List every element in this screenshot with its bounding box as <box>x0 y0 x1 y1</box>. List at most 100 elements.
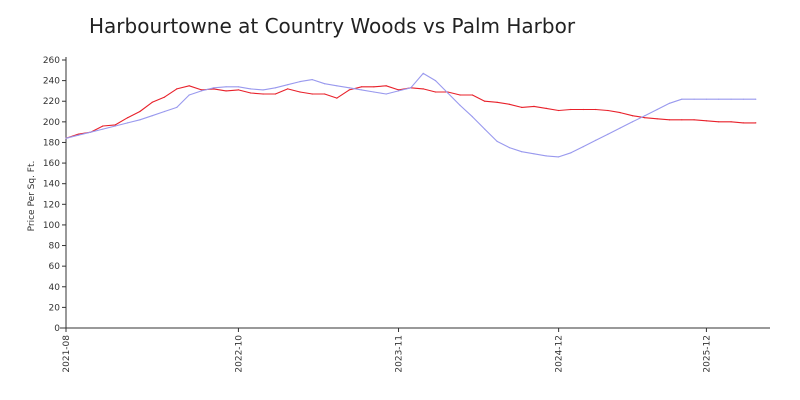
series-2-point <box>311 79 313 81</box>
y-axis: 0 20 40 60 80 100 120 140 160 180 200 220 240 260 <box>43 56 67 334</box>
y-tick-label: 260 <box>43 56 60 66</box>
y-tick-label: 160 <box>43 159 60 169</box>
series-1-point <box>176 88 178 90</box>
series-1-point <box>336 97 338 99</box>
series-layer <box>65 72 757 158</box>
series-1-point <box>77 133 79 135</box>
series-2-point <box>324 83 326 85</box>
series-1-point <box>397 89 400 91</box>
series-2-point <box>361 89 363 91</box>
series-1-point <box>718 121 720 123</box>
series-2-point <box>533 153 535 155</box>
series-1-point <box>102 125 104 127</box>
series-2-point <box>237 86 239 88</box>
series-2-point <box>65 137 67 139</box>
series-1-point <box>127 117 129 119</box>
series-2-point <box>250 88 252 90</box>
series-1-point <box>311 93 313 95</box>
y-tick-label: 80 <box>49 242 61 252</box>
series-1-point <box>188 85 190 87</box>
y-tick-label: 40 <box>49 283 61 293</box>
series-1-point <box>274 93 276 95</box>
series-2-point <box>755 98 757 100</box>
series-2-point <box>102 128 104 130</box>
series-2-point <box>718 98 720 100</box>
series-2-point <box>385 93 387 95</box>
series-2-point <box>582 146 584 148</box>
series-2-point <box>336 85 338 87</box>
series-1-point <box>385 85 387 87</box>
series-2-point <box>225 86 227 88</box>
y-tick-label: 20 <box>49 303 61 313</box>
series-1-point <box>607 109 609 112</box>
series-2-point <box>545 155 547 157</box>
series-2-point <box>656 108 658 111</box>
series-1-point <box>348 89 350 91</box>
series-1-point <box>755 122 757 124</box>
series-2-point <box>742 98 745 100</box>
series-2-point <box>570 152 572 154</box>
series-2-point <box>558 156 560 158</box>
series-2-point <box>508 147 510 149</box>
series-2-point <box>213 87 215 89</box>
series-2-point <box>163 110 166 113</box>
series-1-point <box>668 119 671 121</box>
series-1-point <box>225 90 227 92</box>
y-tick-label: 140 <box>43 180 60 190</box>
series-1-point <box>324 93 326 95</box>
series-1-point <box>644 117 646 119</box>
series-2-point <box>619 127 621 129</box>
series-2-point <box>200 90 203 92</box>
series-1-point <box>114 124 116 126</box>
series-1-point <box>361 86 363 88</box>
series-1-point <box>595 108 597 111</box>
series-2-point <box>496 140 498 142</box>
series-1-point <box>705 120 708 122</box>
x-axis: 2021-08 2022-10 2023-11 2024-12 2025-12 <box>60 327 770 373</box>
series-1-point <box>299 91 301 93</box>
series-2-point <box>77 134 79 136</box>
y-tick-label: 220 <box>43 97 60 107</box>
x-tick-label: 2022-10 <box>234 335 244 373</box>
series-1-point <box>484 100 486 102</box>
series-1-point <box>373 86 375 88</box>
series-1-point <box>459 94 461 96</box>
x-tick-label: 2023-11 <box>395 335 405 373</box>
series-1-point <box>250 92 252 94</box>
series-2-point <box>410 87 412 89</box>
series-1-point <box>287 88 289 90</box>
series-2-point <box>262 89 264 91</box>
y-tick-label: 100 <box>43 221 60 231</box>
series-2-point <box>287 84 289 86</box>
series-2-point <box>730 98 732 100</box>
series-1-point <box>730 121 732 123</box>
series-2-point <box>681 98 683 100</box>
series-2-line <box>65 72 757 158</box>
series-1-point <box>742 122 745 124</box>
series-1-point <box>508 103 510 105</box>
series-2-point <box>705 98 708 100</box>
y-axis-title: Price Per Sq. Ft. <box>27 161 37 232</box>
series-2-point <box>447 92 449 94</box>
x-tick-label: 2025-12 <box>702 335 712 373</box>
series-2-point <box>471 116 473 118</box>
series-2-point <box>373 91 375 93</box>
series-1-point <box>139 110 141 113</box>
series-2-point <box>299 81 301 83</box>
series-1-point <box>545 107 547 109</box>
series-1-point <box>262 93 264 95</box>
series-2-point <box>90 131 92 133</box>
series-1-point <box>582 108 584 111</box>
series-2-point <box>668 102 671 104</box>
series-1-point <box>151 101 153 103</box>
y-tick-label: 0 <box>54 324 60 334</box>
series-2-point <box>139 119 141 121</box>
series-1-point <box>471 94 473 96</box>
series-1-point <box>200 89 203 91</box>
series-2-point <box>397 90 400 92</box>
x-tick-label: 2021-08 <box>62 335 72 373</box>
series-2-point <box>422 72 424 74</box>
x-tick-label: 2024-12 <box>555 335 565 373</box>
y-tick-label: 180 <box>43 138 60 148</box>
